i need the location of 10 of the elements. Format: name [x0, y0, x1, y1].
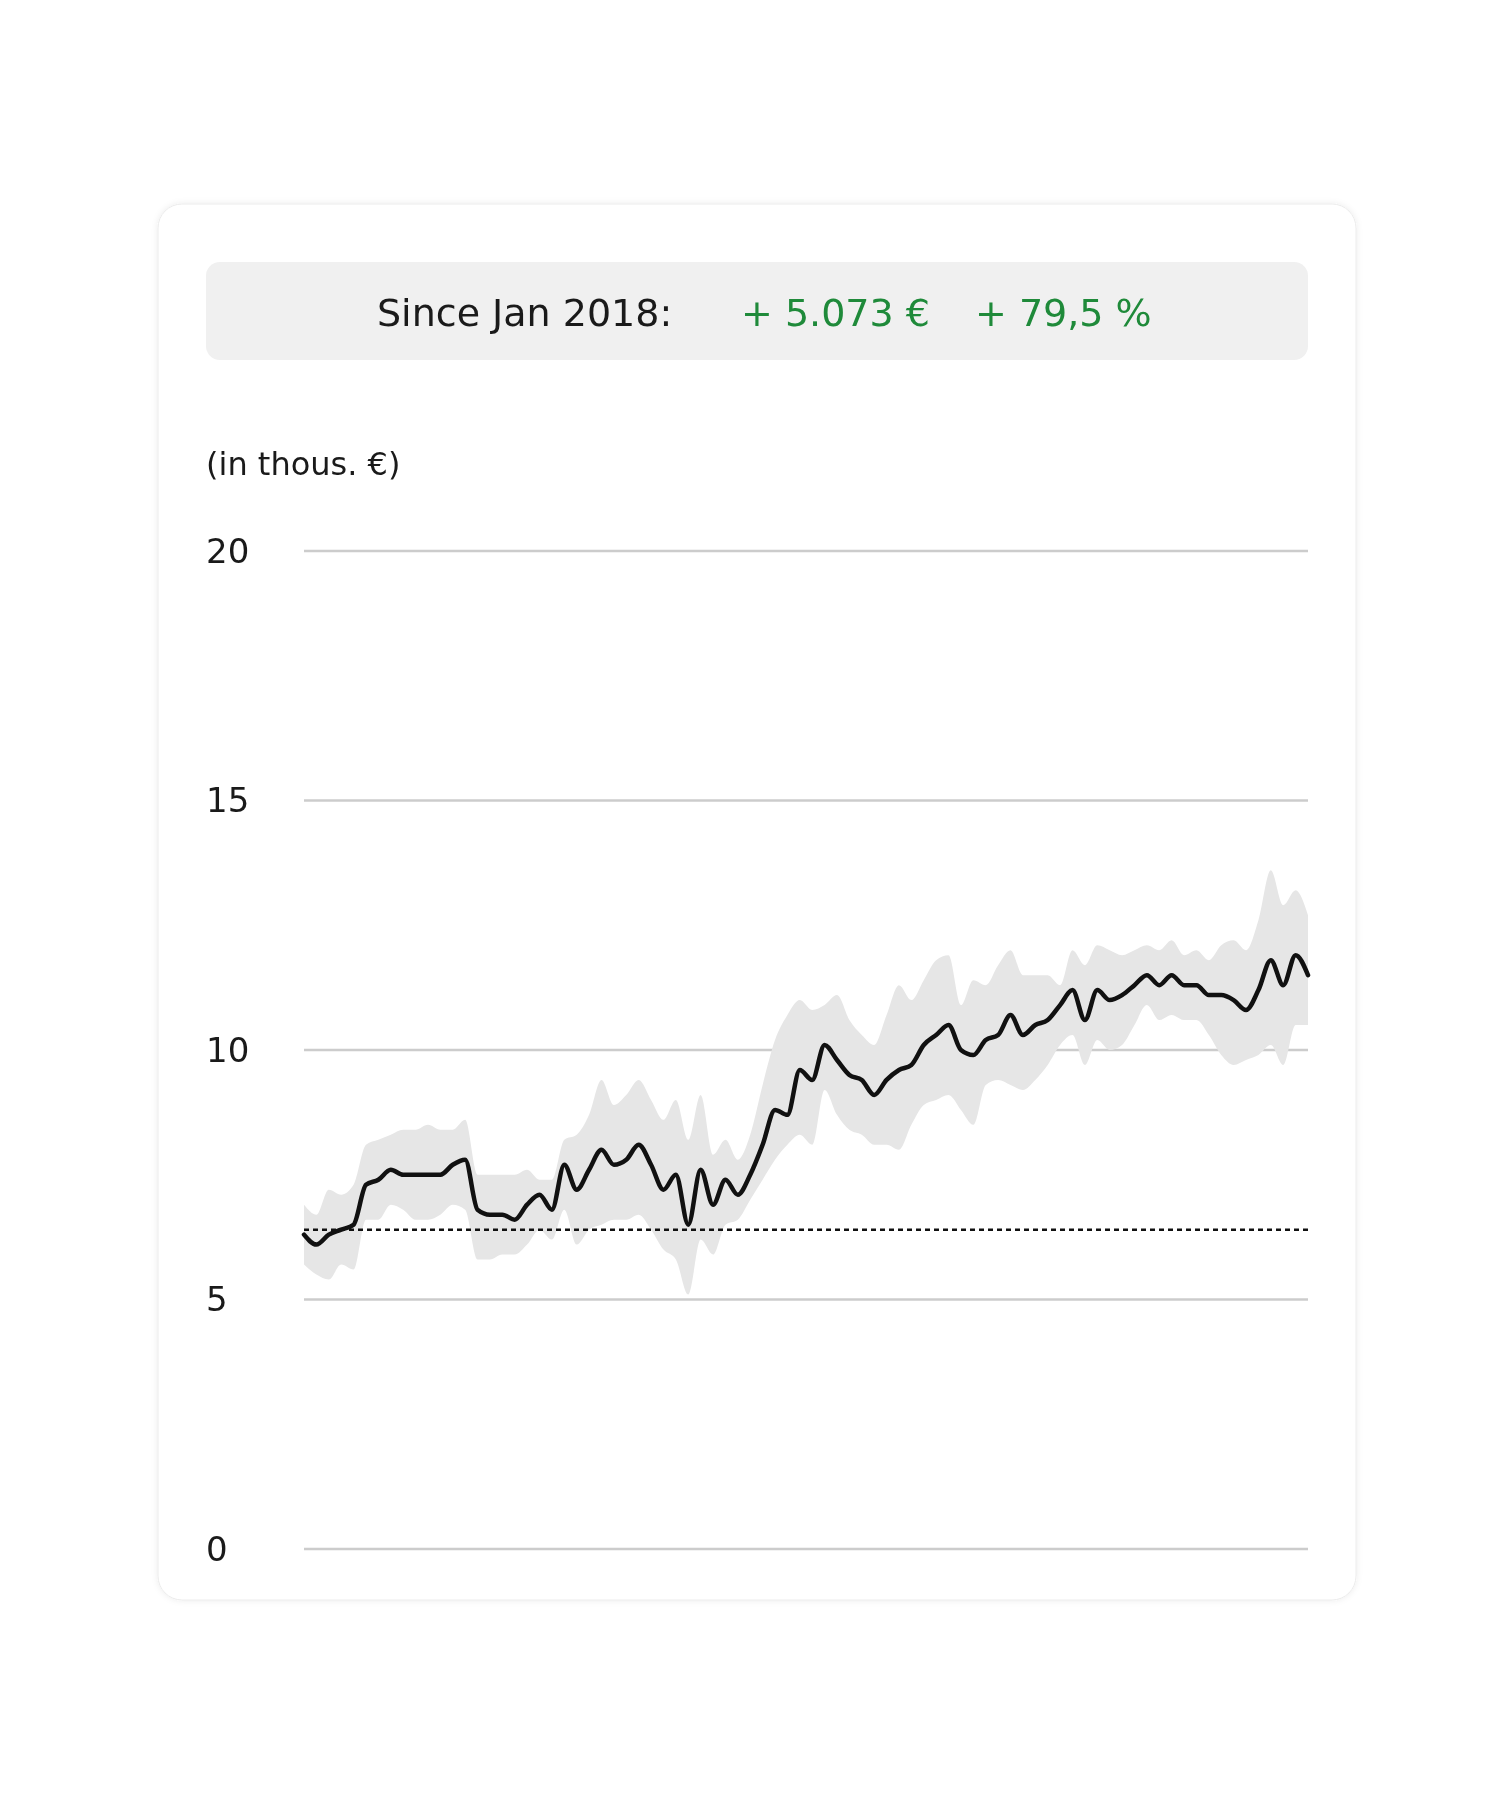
y-tick-label: 0: [206, 1528, 228, 1569]
y-tick-label: 15: [206, 780, 250, 821]
chart-title: Since Jan 2018:: [377, 291, 673, 335]
y-tick-label: 5: [206, 1279, 228, 1320]
text: + 79,5 %: [975, 291, 1152, 335]
line-series: [301, 952, 1311, 1247]
text: + 5.073 €: [741, 291, 930, 335]
y-tick-label: 20: [206, 530, 250, 571]
y-tick-label: 10: [206, 1029, 250, 1070]
y-axis-title: (in thous. €): [206, 445, 401, 483]
